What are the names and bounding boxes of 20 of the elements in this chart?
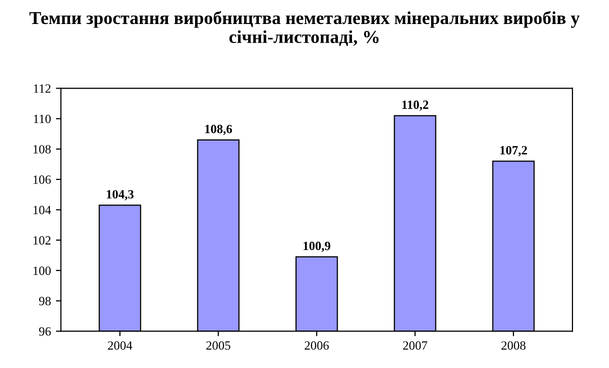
y-tick-label: 100 — [34, 266, 51, 275]
y-tick-label: 110 — [34, 114, 51, 124]
data-label: 108,6 — [205, 124, 232, 136]
x-tick-label: 2006 — [304, 341, 329, 350]
y-tick-label: 96 — [39, 327, 51, 336]
y-tick-label: 112 — [34, 84, 50, 93]
x-tick-label: 2008 — [501, 341, 526, 350]
data-label: 100,9 — [304, 242, 330, 252]
y-tick-label: 106 — [34, 175, 51, 184]
y-tick-label: 104 — [34, 206, 51, 214]
data-label: 104,3 — [106, 190, 134, 200]
x-tick-label: 2007 — [403, 341, 428, 350]
y-tick-label: 98 — [39, 296, 51, 306]
data-label: 110,2 — [402, 100, 428, 111]
x-tick-label: 2005 — [206, 341, 230, 350]
chart-title: Темпи зростання виробництва неметалевих мінеральних виробів у січні-листопаді, % — [29, 11, 580, 46]
x-tick-label: 2004 — [108, 341, 132, 350]
y-tick-label: 108 — [34, 145, 51, 154]
data-label: 107,2 — [500, 146, 527, 156]
y-tick-label: 102 — [34, 236, 50, 245]
